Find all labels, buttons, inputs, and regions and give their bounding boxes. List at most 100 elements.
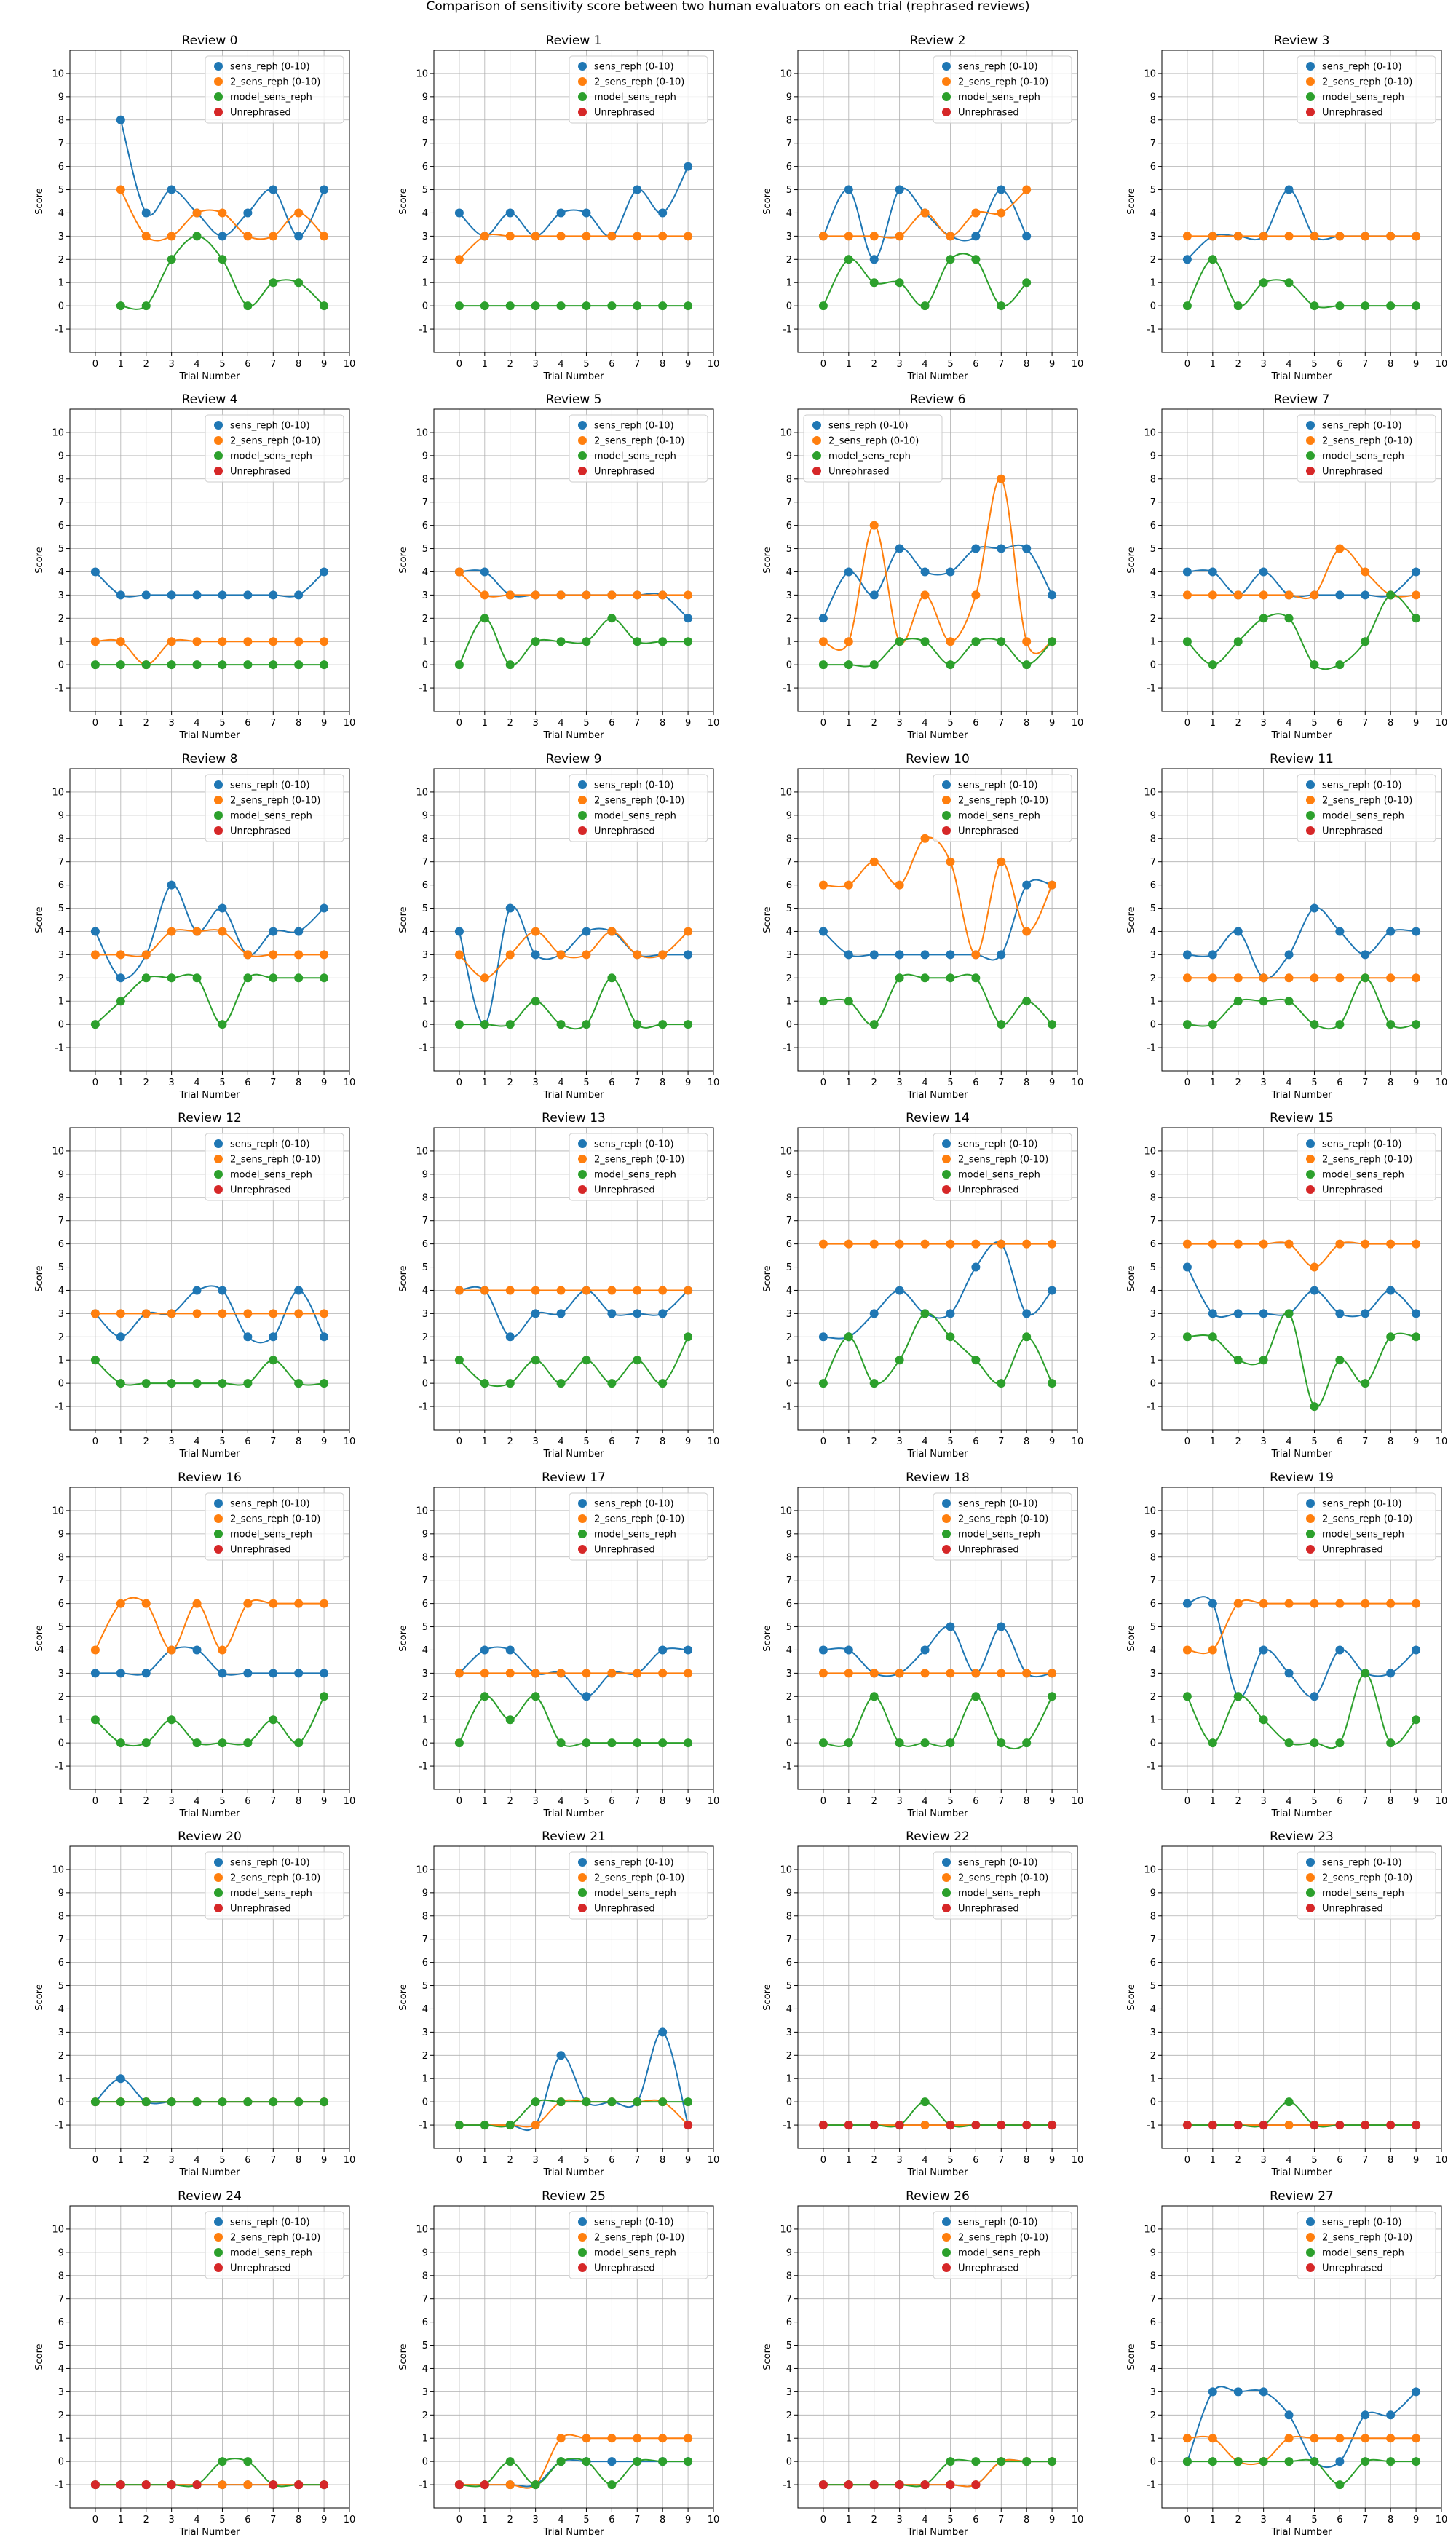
data-point-model-sens-reph [531, 2097, 540, 2106]
data-point-unrephrased [1183, 2121, 1192, 2129]
legend-label: Unrephrased [594, 2263, 655, 2274]
legend-label: sens_reph (0-10) [958, 1139, 1038, 1150]
subplot-review-20: 0 1 2 3 4 5 6 7 8 9 10-1012345678910Review 20Trial… [34, 1829, 355, 2178]
data-point-sens-reph-0-10 [1183, 255, 1192, 264]
y-tick-label: 5 [422, 2341, 428, 2351]
data-point-2-sens-reph-0-10 [557, 2434, 566, 2442]
data-point-model-sens-reph [1361, 973, 1369, 982]
x-tick-label: 9 [1413, 2155, 1419, 2166]
data-point-2-sens-reph-0-10 [1022, 927, 1031, 935]
legend-label: sens_reph (0-10) [958, 1499, 1038, 1510]
y-tick-label: 10 [416, 1864, 428, 1875]
x-tick-label: 5 [583, 2155, 589, 2166]
data-point-model-sens-reph [531, 637, 540, 646]
y-tick-label: 5 [422, 185, 428, 196]
data-point-2-sens-reph-0-10 [320, 950, 328, 959]
legend-marker [214, 1155, 223, 1163]
subplot-title: Review 27 [1270, 2189, 1334, 2204]
data-point-2-sens-reph-0-10 [1234, 232, 1243, 240]
y-tick-label: 10 [416, 2224, 428, 2235]
y-tick-label: 7 [58, 2294, 64, 2305]
y-tick-label: 2 [786, 255, 792, 266]
y-tick-label: 6 [58, 1958, 64, 1969]
data-point-2-sens-reph-0-10 [1022, 637, 1031, 646]
data-point-sens-reph-0-10 [294, 927, 303, 935]
data-point-model-sens-reph [167, 1715, 176, 1724]
x-tick-label: 7 [270, 359, 276, 370]
x-tick-label: 6 [245, 718, 250, 729]
subplot-review-10: 0 1 2 3 4 5 6 7 8 9 10-1012345678910Review 10Trial… [762, 752, 1083, 1101]
data-point-2-sens-reph-0-10 [243, 1309, 252, 1318]
x-tick-label: 1 [1210, 1077, 1216, 1088]
legend: sens_reph (0-10)2_sens_reph (0-10)model_… [933, 1493, 1072, 1560]
data-point-2-sens-reph-0-10 [658, 2434, 667, 2442]
data-point-sens-reph-0-10 [997, 186, 1005, 194]
y-tick-label: 7 [422, 1934, 428, 1945]
y-tick-label: 10 [1144, 68, 1156, 79]
data-point-sens-reph-0-10 [997, 545, 1005, 553]
data-point-unrephrased [921, 2480, 930, 2489]
x-tick-label: 6 [1337, 2515, 1342, 2525]
subplot-title: Review 20 [178, 1829, 242, 1844]
legend-marker [1306, 1499, 1315, 1508]
data-point-model-sens-reph [582, 1020, 590, 1029]
x-axis-label: Trial Number [179, 1449, 241, 1460]
legend-marker [942, 108, 951, 116]
x-tick-label: 5 [947, 1436, 953, 1447]
x-tick-label: 1 [1210, 2515, 1216, 2525]
data-point-model-sens-reph [1412, 301, 1420, 310]
x-tick-label: 6 [973, 1436, 978, 1447]
x-tick-label: 9 [685, 2155, 691, 2166]
y-tick-label: 2 [58, 255, 64, 266]
y-tick-label: -1 [783, 1043, 792, 1054]
y-tick-label: 3 [786, 232, 792, 242]
x-tick-label: 2 [1235, 2515, 1241, 2525]
data-point-2-sens-reph-0-10 [607, 1669, 616, 1677]
data-point-model-sens-reph [480, 1692, 489, 1701]
y-axis-label: Score [762, 188, 773, 214]
x-tick-label: 8 [296, 2515, 301, 2525]
y-tick-label: 7 [1150, 857, 1156, 868]
y-tick-label: 6 [1150, 521, 1156, 531]
data-point-sens-reph-0-10 [870, 255, 879, 264]
data-point-2-sens-reph-0-10 [971, 950, 980, 959]
data-point-model-sens-reph [1022, 1738, 1031, 1747]
x-tick-label: 3 [168, 1436, 174, 1447]
y-tick-label: 7 [1150, 1934, 1156, 1945]
subplot-title: Review 6 [910, 392, 966, 407]
y-tick-label: -1 [55, 684, 64, 695]
y-tick-label: 0 [1150, 1379, 1156, 1390]
data-point-sens-reph-0-10 [1183, 1599, 1192, 1608]
legend-label: sens_reph (0-10) [958, 780, 1038, 791]
legend-label: 2_sens_reph (0-10) [1322, 1873, 1412, 1884]
y-tick-label: 1 [422, 278, 428, 289]
x-tick-label: 10 [1072, 359, 1084, 370]
data-point-sens-reph-0-10 [1412, 1645, 1420, 1654]
x-tick-label: 6 [245, 1077, 250, 1088]
legend-label: model_sens_reph [958, 92, 1040, 103]
data-point-sens-reph-0-10 [243, 1332, 252, 1341]
x-tick-label: 6 [245, 359, 250, 370]
legend-label: sens_reph (0-10) [594, 421, 674, 432]
x-tick-label: 8 [1388, 1436, 1393, 1447]
legend-marker [942, 77, 951, 86]
y-tick-label: 8 [786, 1192, 792, 1203]
x-tick-label: 2 [1235, 1436, 1241, 1447]
subplot-review-18: 0 1 2 3 4 5 6 7 8 9 10-1012345678910Review 18Trial… [762, 1471, 1083, 1819]
x-tick-label: 3 [168, 359, 174, 370]
x-axis-label: Trial Number [543, 1808, 605, 1819]
data-point-2-sens-reph-0-10 [167, 927, 176, 935]
x-tick-label: 7 [998, 1796, 1004, 1807]
x-tick-label: 10 [1072, 2515, 1084, 2525]
legend-marker [1306, 1545, 1315, 1554]
x-axis-label: Trial Number [907, 1090, 969, 1101]
legend-marker [942, 1873, 951, 1882]
y-axis-label: Score [34, 188, 45, 214]
data-point-model-sens-reph [218, 1379, 226, 1388]
x-tick-label: 0 [92, 1796, 98, 1807]
x-tick-label: 7 [1362, 1796, 1368, 1807]
legend-label: model_sens_reph [594, 1530, 676, 1540]
data-point-2-sens-reph-0-10 [1208, 1645, 1217, 1654]
subplot-title: Review 3 [1274, 33, 1330, 48]
data-point-sens-reph-0-10 [294, 1286, 303, 1294]
